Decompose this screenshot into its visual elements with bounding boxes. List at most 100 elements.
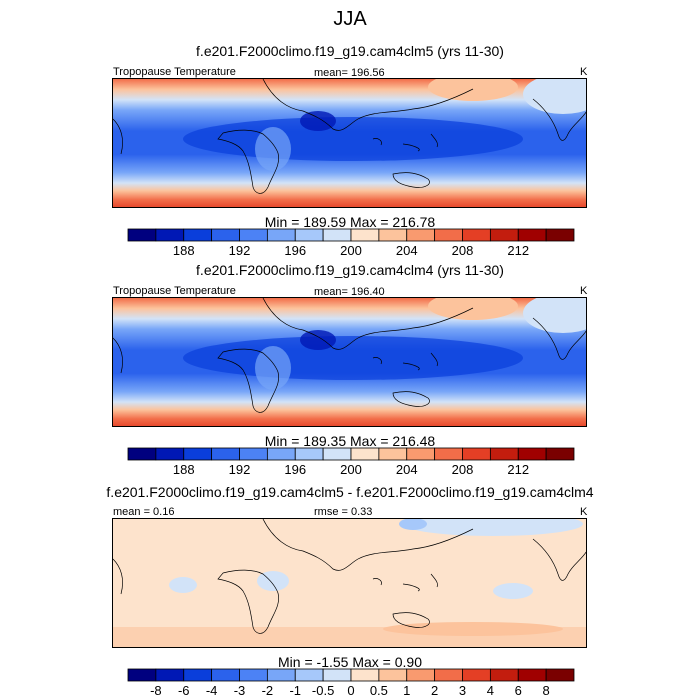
colorbar-swatch [434,228,463,242]
panel2-map [112,297,587,427]
colorbar-swatch [183,447,213,461]
colorbar-tick-label: 196 [284,243,306,258]
colorbar-tick-label: 3 [459,683,466,698]
panel3-mean-label: mean = 0.16 [113,506,175,518]
colorbar-swatch [294,668,324,682]
colorbar-swatch [155,228,185,242]
panel1-map [112,78,587,208]
panel2-colorbar: 188 192 196 200 204 208 212 [127,447,575,477]
colorbar-tick-label: -8 [150,683,162,698]
colorbar-swatch [406,228,436,242]
page-title: JJA [333,8,367,30]
panel3-subtitle: f.e201.F2000climo.f19_g19.cam4clm5 - f.e… [106,484,594,500]
colorbar-tick-label: 200 [340,243,362,258]
colorbar-swatch [127,668,157,682]
colorbar-swatch [462,447,491,461]
colorbar-swatch [462,228,491,242]
panel3-colorbar: -8 -6 -4 -3 -2 -1 -0.5 0 0.5 1 2 3 4 6 8 [127,668,575,698]
colorbar-tick-label: 188 [173,462,195,477]
panel3-units-label: K [580,506,588,518]
colorbar-swatch [406,447,436,461]
colorbar-tick-label: 208 [452,462,474,477]
colorbar-swatch [211,447,240,461]
colorbar-swatch [378,668,408,682]
colorbar-swatch [211,668,240,682]
colorbar-tick-label: -1 [289,683,301,698]
colorbar-swatch [155,668,185,682]
panel2-variable-label: Tropopause Temperature [113,285,236,297]
colorbar-swatch [406,668,436,682]
colorbar-tick-label: -4 [206,683,218,698]
colorbar-swatch [545,447,575,461]
colorbar-swatch [378,447,408,461]
colorbar-swatch [322,228,352,242]
colorbar-tick-label: -0.5 [312,683,334,698]
panel1-minmax: Min = 189.59 Max = 216.78 [264,214,436,230]
colorbar-tick-label: 204 [396,243,418,258]
colorbar-swatch [462,668,491,682]
colorbar-swatch [517,668,547,682]
panel3-field [113,519,586,647]
colorbar-swatch [322,668,352,682]
colorbar-swatch [294,228,324,242]
colorbar-tick-label: 6 [515,683,522,698]
colorbar-swatch [489,447,519,461]
panel1-variable-label: Tropopause Temperature [113,66,236,78]
colorbar-swatch [211,228,240,242]
panel3-rmse-label: rmse = 0.33 [314,506,373,518]
colorbar-swatch [183,668,213,682]
colorbar-swatch [434,447,463,461]
colorbar-tick-label: 188 [173,243,195,258]
colorbar-swatch [350,228,380,242]
colorbar-swatch [239,447,268,461]
colorbar-swatch [294,447,324,461]
colorbar-tick-label: 4 [487,683,494,698]
colorbar-swatch [545,668,575,682]
colorbar-tick-label: 212 [507,462,529,477]
colorbar-swatch [266,447,296,461]
colorbar-tick-label: 2 [431,683,438,698]
colorbar-tick-label: -2 [262,683,274,698]
colorbar-tick-label: 8 [543,683,550,698]
panel2-field [113,298,586,426]
colorbar-swatch [489,228,519,242]
panel3-map [112,518,587,648]
colorbar-tick-label: 208 [452,243,474,258]
colorbar-swatch [322,447,352,461]
colorbar-swatch [183,228,213,242]
colorbar-swatch [266,668,296,682]
panel2-mean-label: mean= 196.40 [314,286,385,298]
colorbar-swatch [545,228,575,242]
panel2-subtitle: f.e201.F2000climo.f19_g19.cam4clm4 (yrs … [196,262,504,278]
colorbar-tick-label: 1 [403,683,410,698]
panel2-units-label: K [580,285,588,297]
colorbar-swatch [155,447,185,461]
colorbar-swatch [350,668,380,682]
colorbar-tick-label: -6 [178,683,190,698]
panel1-field [113,79,586,207]
colorbar-tick-label: 0 [347,683,354,698]
panel3-minmax: Min = -1.55 Max = 0.90 [278,654,422,670]
colorbar-tick-label: 196 [284,462,306,477]
colorbar-swatch [239,228,268,242]
panel2-minmax: Min = 189.35 Max = 216.48 [264,433,436,449]
panel1-units-label: K [580,66,588,78]
colorbar-swatch [266,228,296,242]
panel1-subtitle: f.e201.F2000climo.f19_g19.cam4clm5 (yrs … [196,43,504,59]
colorbar-tick-label: -3 [234,683,246,698]
colorbar-swatch [127,447,157,461]
colorbar-swatch [517,447,547,461]
colorbar-tick-label: 212 [507,243,529,258]
colorbar-swatch [127,228,157,242]
colorbar-swatch [489,668,519,682]
panel1-mean-label: mean= 196.56 [314,67,385,79]
colorbar-tick-label: 200 [340,462,362,477]
colorbar-swatch [350,447,380,461]
colorbar-tick-label: 192 [229,243,251,258]
colorbar-swatch [239,668,268,682]
colorbar-tick-label: 192 [229,462,251,477]
colorbar-swatch [434,668,463,682]
colorbar-swatch [517,228,547,242]
panel1-colorbar: 188 192 196 200 204 208 212 [127,228,575,258]
colorbar-tick-label: 0.5 [370,683,388,698]
